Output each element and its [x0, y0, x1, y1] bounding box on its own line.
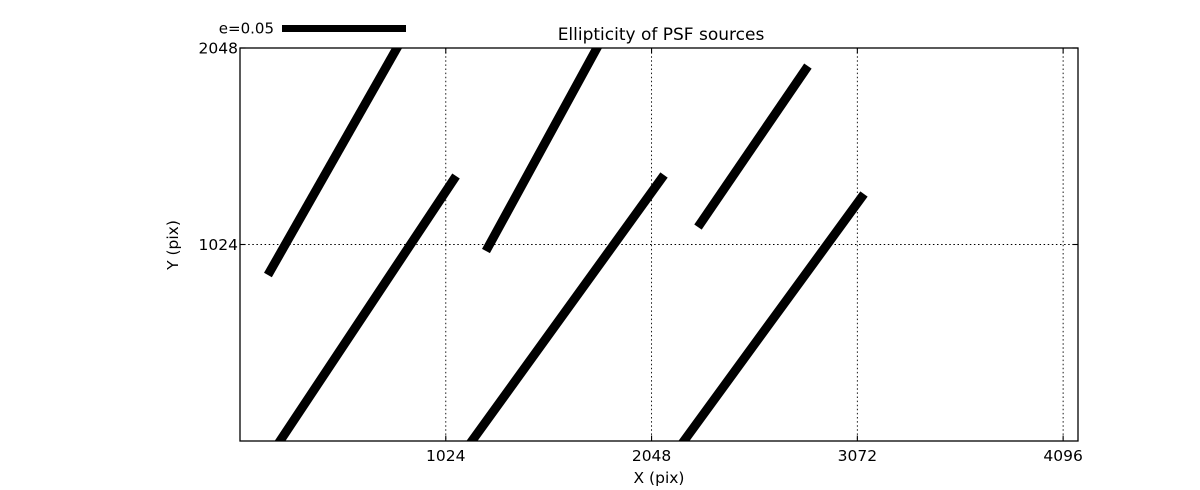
x-tick-label: 1024 — [426, 447, 465, 465]
x-tick-label: 2048 — [632, 447, 671, 465]
y-axis-label: Y (pix) — [164, 220, 182, 271]
whisker-3 — [482, 48, 603, 254]
plot-frame — [239, 47, 1079, 442]
whisker-4 — [466, 172, 668, 441]
whisker-1 — [264, 48, 403, 278]
legend-label: e=0.05 — [219, 20, 274, 38]
whisker-6 — [678, 191, 868, 441]
x-tick-label: 3072 — [838, 447, 877, 465]
whisker-5 — [694, 63, 812, 230]
x-axis-label: X (pix) — [634, 469, 685, 487]
x-tick-labels: 1024 2048 3072 4096 — [426, 447, 1083, 465]
chart-title: Ellipticity of PSF sources — [558, 25, 765, 45]
whisker-segments — [264, 48, 868, 441]
x-tick-label: 4096 — [1043, 447, 1082, 465]
y-tick-label: 1024 — [199, 236, 238, 254]
whisker-2 — [274, 173, 460, 441]
y-tick-labels: 1024 2048 — [199, 40, 238, 255]
y-tick-label: 2048 — [199, 40, 238, 58]
